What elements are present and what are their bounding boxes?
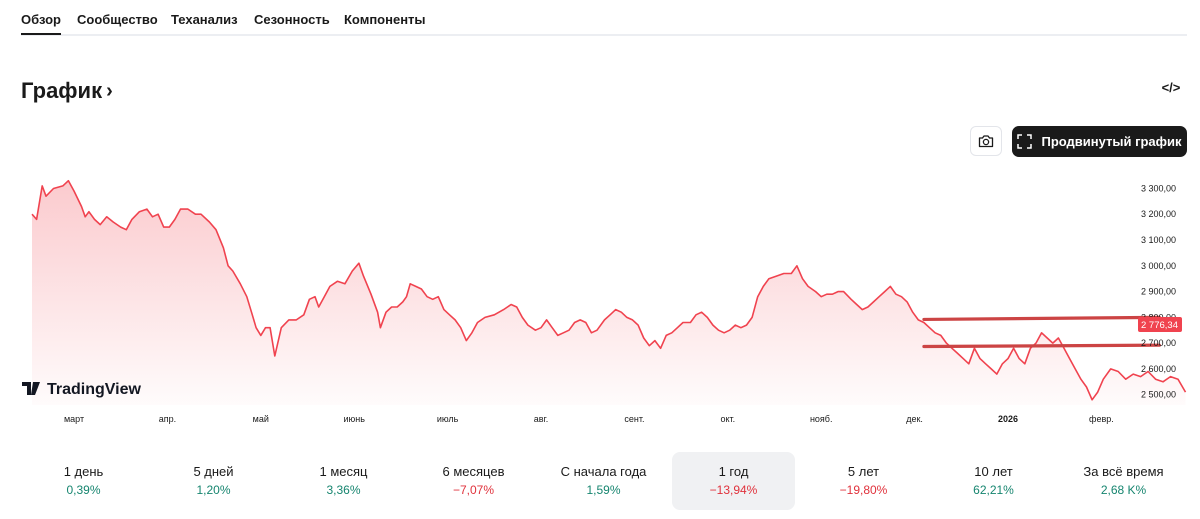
y-tick-label: 3 100,00 xyxy=(1141,235,1176,245)
period-label: 1 год xyxy=(718,464,749,479)
camera-icon xyxy=(978,135,994,148)
y-tick-label: 2 500,00 xyxy=(1141,390,1176,400)
x-tick-label: май xyxy=(253,414,269,424)
tradingview-mark xyxy=(22,382,40,395)
period-change: 2,68 K% xyxy=(1100,483,1147,497)
y-tick-label: 3 300,00 xyxy=(1141,184,1176,194)
tab-technical-analysis[interactable]: Теханализ xyxy=(171,12,238,27)
period-label: 1 день xyxy=(63,464,104,479)
period-ytd[interactable]: С начала года 1,59% xyxy=(542,452,665,510)
x-tick-label: окт. xyxy=(720,414,735,424)
price-chart[interactable]: 3 300,00 3 200,00 3 100,00 3 000,00 2 900,00… xyxy=(0,165,1200,430)
period-label: 10 лет xyxy=(974,464,1013,479)
period-selector: 1 день 0,39% 5 дней 1,20% 1 месяц 3,36% … xyxy=(0,452,1200,510)
period-change: 62,21% xyxy=(973,483,1014,497)
x-tick-label: 2026 xyxy=(998,414,1018,424)
period-1-year[interactable]: 1 год −13,94% xyxy=(672,452,795,510)
period-change: 3,36% xyxy=(326,483,361,497)
x-tick-label: июнь xyxy=(343,414,365,424)
period-label: 5 лет xyxy=(847,464,880,479)
period-change: −19,80% xyxy=(839,483,888,497)
y-tick-label: 3 000,00 xyxy=(1141,261,1176,271)
period-label: 5 дней xyxy=(193,464,234,479)
embed-code-button[interactable]: </> xyxy=(1161,80,1181,95)
period-5-days[interactable]: 5 дней 1,20% xyxy=(152,452,275,510)
period-10-years[interactable]: 10 лет 62,21% xyxy=(932,452,1055,510)
tab-seasonality[interactable]: Сезонность xyxy=(254,12,330,27)
period-all-time[interactable]: За всё время 2,68 K% xyxy=(1062,452,1185,510)
y-tick-label: 2 900,00 xyxy=(1141,287,1176,297)
x-tick-label: дек. xyxy=(906,414,923,424)
period-6-months[interactable]: 6 месяцев −7,07% xyxy=(412,452,535,510)
period-1-month[interactable]: 1 месяц 3,36% xyxy=(282,452,405,510)
trendline-resistance[interactable] xyxy=(922,315,1161,322)
y-tick-label: 2 600,00 xyxy=(1141,364,1176,374)
advanced-chart-button[interactable]: Продвинутый график xyxy=(1012,126,1187,157)
period-label: За всё время xyxy=(1083,464,1164,479)
y-tick-label: 3 200,00 xyxy=(1141,209,1176,219)
top-tabs: Обзор Сообщество Теханализ Сезонность Ко… xyxy=(21,0,1187,36)
x-tick-label: февр. xyxy=(1089,414,1114,424)
tab-components[interactable]: Компоненты xyxy=(344,12,426,27)
x-tick-label: нояб. xyxy=(810,414,833,424)
chevron-right-icon: › xyxy=(106,79,113,102)
period-5-years[interactable]: 5 лет −19,80% xyxy=(802,452,925,510)
x-tick-label: март xyxy=(64,414,84,424)
y-tick-label: 2 700,00 xyxy=(1141,338,1176,348)
tab-overview[interactable]: Обзор xyxy=(21,12,61,35)
period-label: С начала года xyxy=(560,464,647,479)
advanced-chart-label: Продвинутый график xyxy=(1041,134,1182,149)
trendline-support[interactable] xyxy=(922,343,1161,349)
period-1-day[interactable]: 1 день 0,39% xyxy=(22,452,145,510)
period-change: 1,20% xyxy=(196,483,231,497)
x-tick-label: июль xyxy=(437,414,459,424)
x-tick-label: апр. xyxy=(159,414,176,424)
last-price-label: 2 776,34 xyxy=(1141,320,1178,331)
section-title-text: График xyxy=(21,78,103,103)
svg-text:TradingView: TradingView xyxy=(47,381,142,398)
period-label: 6 месяцев xyxy=(442,464,505,479)
price-line xyxy=(31,179,1187,401)
last-price-badge-bg xyxy=(1138,317,1182,332)
tab-community[interactable]: Сообщество xyxy=(77,12,158,27)
period-change: 1,59% xyxy=(586,483,621,497)
period-change: −13,94% xyxy=(709,483,758,497)
last-price-badge: 2 776,34 xyxy=(1138,317,1182,332)
chart-section-title[interactable]: График › xyxy=(21,78,113,104)
period-change: −7,07% xyxy=(452,483,495,497)
period-change: 0,39% xyxy=(66,483,101,497)
period-label: 1 месяц xyxy=(319,464,368,479)
price-area-fill xyxy=(32,180,1186,405)
fullscreen-icon xyxy=(1017,134,1033,149)
tradingview-logo: TradingView xyxy=(22,381,142,398)
snapshot-button[interactable] xyxy=(970,126,1002,156)
x-tick-label: авг. xyxy=(534,414,548,424)
x-tick-label: сент. xyxy=(624,414,644,424)
